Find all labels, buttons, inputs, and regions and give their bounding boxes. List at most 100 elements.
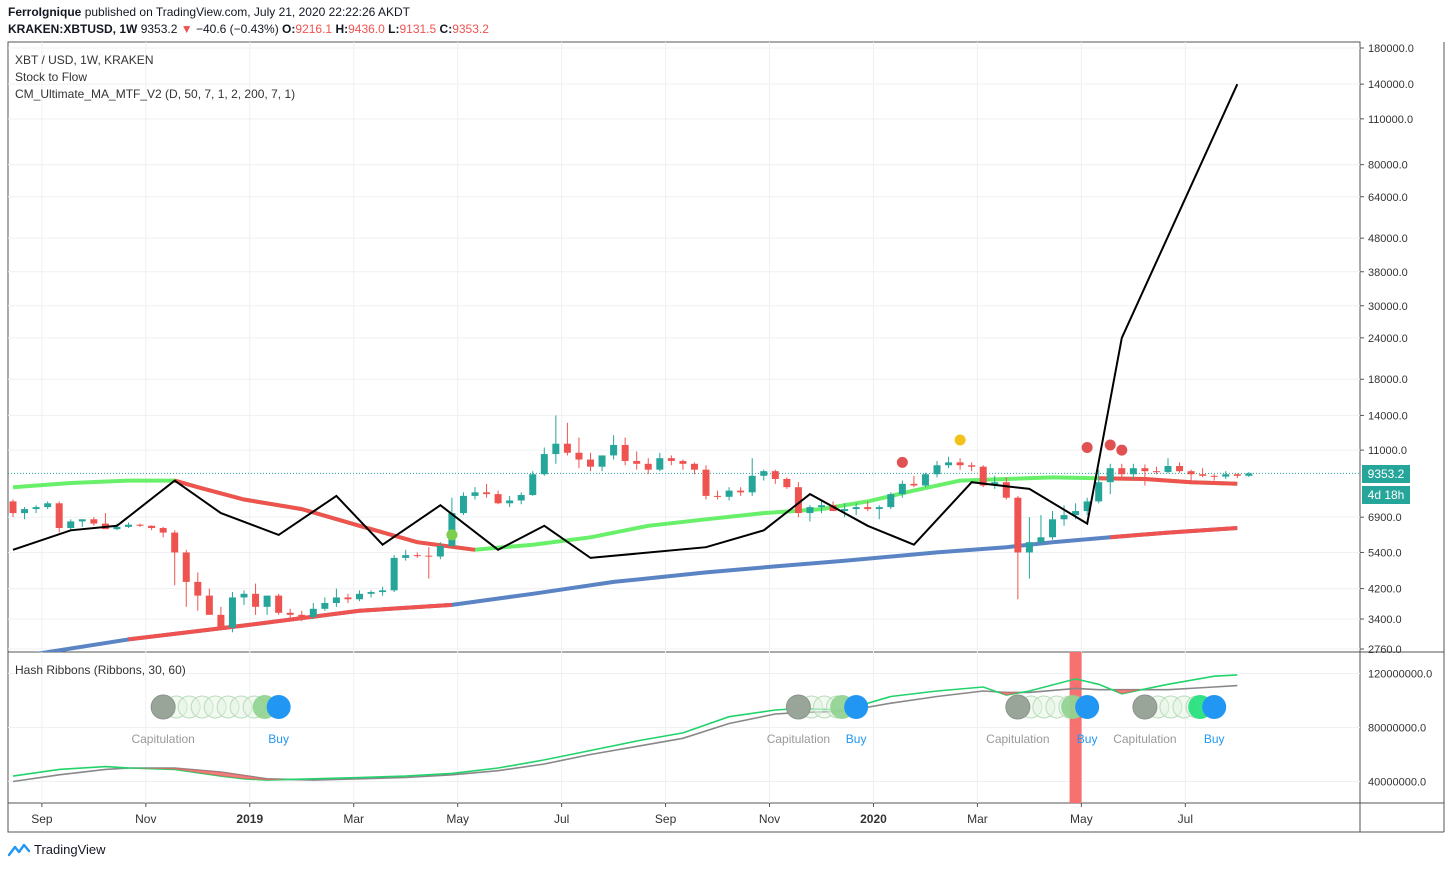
ytick-label: 2760.0 <box>1368 644 1402 656</box>
candle-body <box>1060 515 1068 520</box>
ytick-label: 38000.0 <box>1368 267 1408 279</box>
signal-dot-red <box>1116 444 1128 456</box>
candle-body <box>852 507 860 510</box>
candle-body <box>610 444 618 456</box>
buy-label: Buy <box>1077 732 1098 746</box>
legend-hash-ribbons[interactable]: Hash Ribbons (Ribbons, 30, 60) <box>15 663 186 677</box>
capitulation-label: Capitulation <box>1113 732 1176 746</box>
buy-marker <box>1075 695 1100 719</box>
candle-body <box>552 443 560 455</box>
ytick-label: 80000.0 <box>1368 160 1408 172</box>
xtick-label: Mar <box>343 812 364 826</box>
candle-body <box>644 463 652 470</box>
xtick-label: 2019 <box>236 812 263 826</box>
price-change: −40.6 (−0.43%) <box>195 22 279 36</box>
candle-body <box>9 501 17 514</box>
candle-body <box>540 454 548 475</box>
candle-body <box>90 519 98 524</box>
buy-marker <box>266 695 291 719</box>
ytick-label: 48000.0 <box>1368 233 1408 245</box>
buy-marker <box>1202 695 1227 719</box>
candle-body <box>506 500 514 504</box>
candle-body <box>1164 465 1172 472</box>
candle-body <box>1176 465 1184 472</box>
legend-s2f[interactable]: Stock to Flow <box>15 70 88 84</box>
chart-frame <box>7 41 1361 833</box>
low-label: L: <box>388 22 400 36</box>
ribbon-recovery-marker <box>216 695 240 719</box>
candle-body <box>1141 468 1149 472</box>
candle-body <box>194 581 202 596</box>
high-value: 9436.0 <box>348 22 385 36</box>
footer-brand[interactable]: TradingView <box>8 842 106 857</box>
ytick-label: 18000.0 <box>1368 374 1408 386</box>
candle-body <box>956 462 964 466</box>
xtick-label: Nov <box>135 812 156 826</box>
ytick-label: 14000.0 <box>1368 410 1408 422</box>
last-price: 9353.2 <box>140 22 178 36</box>
candle-body <box>806 507 814 514</box>
candle-body <box>667 458 675 461</box>
xtick-label: Sep <box>655 812 677 826</box>
ohlc-bar: KRAKEN:XBTUSD, 1W 9353.2 ▼ −40.6 (−0.43%… <box>8 22 489 36</box>
candle-body <box>471 492 479 496</box>
candle-body <box>864 507 872 510</box>
xtick-label: 2020 <box>860 812 887 826</box>
capitulation-highlight-bar <box>1069 652 1082 803</box>
hash-ribbon-red-fill <box>134 768 285 781</box>
candle-body <box>344 597 352 600</box>
candle-body <box>702 469 710 496</box>
candle-body <box>1106 468 1114 483</box>
candle-body <box>1083 501 1091 512</box>
close-label: C: <box>439 22 453 36</box>
hash-ytick-label: 80000000.0 <box>1368 723 1426 735</box>
down-arrow-icon: ▼ <box>180 22 193 36</box>
candle-body <box>1025 542 1033 553</box>
candle-body <box>771 471 779 479</box>
hash-ribbon-red-fill <box>1000 692 1018 696</box>
buy-label: Buy <box>846 732 867 746</box>
last-price-tag: 9353.2 <box>1362 465 1410 483</box>
author-name[interactable]: FerroIgnique <box>8 5 82 19</box>
candle-body <box>968 465 976 467</box>
candle-body <box>748 475 756 493</box>
ma200-line-red-segment <box>1110 526 1238 540</box>
candle-body <box>656 458 664 470</box>
candle-body <box>875 507 883 510</box>
ribbon-recovery-marker <box>229 695 253 719</box>
capitulation-marker <box>785 694 811 720</box>
candle-body <box>21 509 29 514</box>
ma50-line-red-segment <box>174 478 476 552</box>
candle-body <box>1152 471 1160 473</box>
capitulation-marker <box>150 694 176 720</box>
candle-body <box>379 590 387 593</box>
xtick-label: Mar <box>967 812 988 826</box>
candle-body <box>321 602 329 609</box>
buy-label: Buy <box>1204 732 1225 746</box>
open-value: 9216.1 <box>295 22 333 36</box>
candle-body <box>275 595 283 613</box>
candle-body <box>633 460 641 464</box>
xtick-label: May <box>446 812 469 826</box>
legend-ma[interactable]: CM_Ultimate_MA_MTF_V2 (D, 50, 7, 1, 2, 2… <box>15 87 296 101</box>
candle-body <box>1245 473 1253 476</box>
candle-body <box>1129 468 1137 475</box>
candle-body <box>309 608 317 617</box>
xtick-label: Jul <box>554 812 569 826</box>
candle-body <box>945 462 953 466</box>
candle-body <box>783 478 791 488</box>
candle-body <box>760 471 768 476</box>
candle-body <box>217 614 225 628</box>
ytick-label: 110000.0 <box>1368 114 1413 126</box>
xtick-label: Nov <box>759 812 780 826</box>
capitulation-label: Capitulation <box>131 732 194 746</box>
footer-brand-label: TradingView <box>34 842 106 857</box>
legend-title[interactable]: XBT / USD, 1W, KRAKEN <box>15 53 154 67</box>
candle-body <box>1118 468 1126 475</box>
tradingview-logo-icon <box>8 843 30 856</box>
candle-body <box>182 552 190 582</box>
capitulation-marker <box>1132 694 1158 720</box>
publish-text: published on TradingView.com, July 21, 2… <box>84 5 411 19</box>
candle-body <box>436 545 444 557</box>
